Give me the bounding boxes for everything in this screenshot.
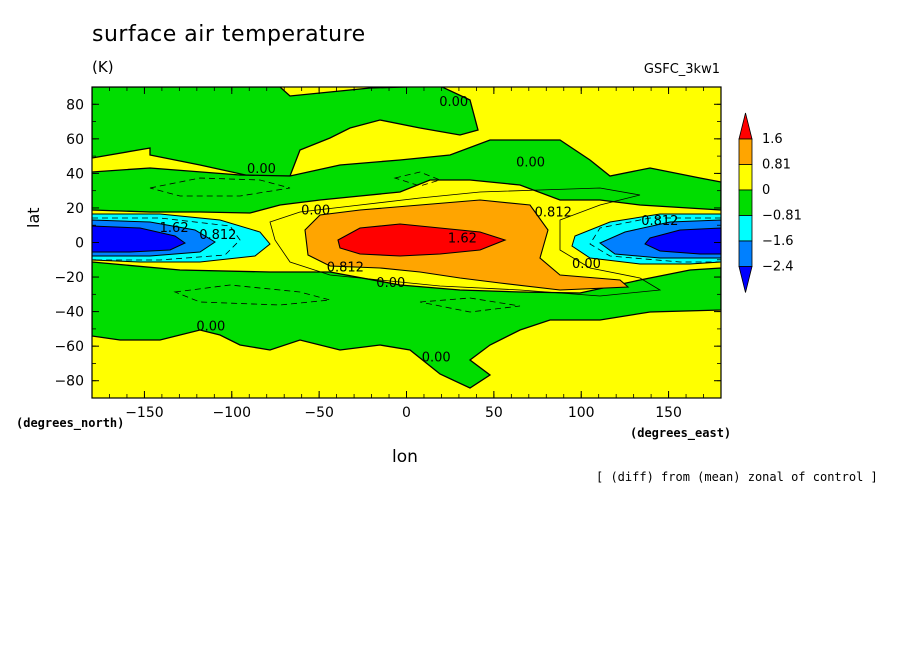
contour-label: 0.812: [199, 228, 236, 243]
x-tick-label: −150: [125, 405, 163, 421]
x-unit-label: (degrees_east): [630, 426, 732, 440]
chart-title: surface air temperature: [92, 22, 366, 47]
colorbar-segment: [738, 138, 753, 165]
x-axis: −150 −100 −50 0 50 100 150: [109, 87, 704, 421]
region-north-negative: [92, 87, 479, 177]
contour-line-dashed-south-2: [419, 297, 521, 313]
contour-line-dashed-west: [92, 217, 241, 261]
colorbar-label: 0.81: [762, 158, 791, 173]
colorbar-label: 1.6: [762, 132, 783, 147]
colorbar-segment: [738, 215, 753, 242]
contour-label: 0.00: [196, 319, 225, 334]
x-tick-label: 150: [655, 405, 682, 421]
contour-fields: [92, 87, 721, 398]
contour-labels: 0.00 0.00 0.00 0.00 0.812 1.62 0.812 0.00 0.00 0.…: [160, 95, 679, 366]
contour-label: 0.00: [247, 162, 276, 177]
footnote: [ (diff) from (mean) zonal of control ]: [596, 470, 878, 484]
region-west-blue: [92, 225, 186, 253]
x-tick-label: −100: [213, 405, 251, 421]
region-east-blue: [644, 227, 721, 255]
chart-units: (K): [92, 58, 114, 76]
y-tick-label: −60: [54, 339, 84, 355]
y-axis: 80 60 40 20 0 −20 −40 −60 −80: [54, 86, 721, 399]
colorbar-top-arrow: [738, 112, 753, 140]
region-max-core: [337, 223, 507, 257]
contour-label: 0.00: [376, 276, 405, 291]
colorbar-label: −0.81: [762, 209, 802, 224]
y-tick-label: −20: [54, 270, 84, 286]
x-tick-label: 100: [568, 405, 595, 421]
colorbar-segment: [738, 164, 753, 191]
x-tick-label: −50: [304, 405, 334, 421]
colorbar-label: −1.6: [762, 234, 794, 249]
y-tick-label: 0: [75, 236, 84, 252]
y-tick-label: 80: [66, 97, 84, 113]
contour-line-dashed-east: [589, 217, 721, 263]
x-tick-label: 0: [402, 405, 411, 421]
x-axis-label: lon: [392, 447, 418, 467]
contour-label: 0.00: [422, 351, 451, 366]
colorbar-label: −2.4: [762, 260, 794, 275]
contour-label: 1.62: [448, 231, 477, 246]
y-tick-label: −80: [54, 374, 84, 390]
colorbar: 1.6 0.81 0 −0.81 −1.6 −2.4: [738, 112, 802, 293]
colorbar-bottom-arrow: [738, 266, 753, 293]
y-tick-label: −40: [54, 305, 84, 321]
model-label: GSFC_3kw1: [643, 62, 720, 77]
contour-line-positive-upper: [269, 187, 662, 297]
contour-line-dashed-north: [149, 177, 291, 197]
colorbar-label: 0: [762, 183, 770, 198]
contour-label: 0.812: [641, 214, 678, 229]
colorbar-segment: [738, 189, 753, 216]
contour-label: 0.812: [535, 205, 572, 220]
y-tick-label: 20: [66, 201, 84, 217]
contour-line-dashed-south: [173, 284, 331, 306]
y-tick-label: 60: [66, 132, 84, 148]
colorbar-segment: [738, 240, 753, 267]
contour-label: 1.62: [160, 221, 189, 236]
x-tick-label: 50: [485, 405, 503, 421]
contour-label: 0.812: [327, 261, 364, 276]
contour-label: 0.00: [516, 155, 545, 170]
contour-label: 0.00: [301, 204, 330, 219]
y-tick-label: 40: [66, 166, 84, 182]
y-unit-label: (degrees_north): [16, 416, 125, 430]
contour-label: 0.00: [572, 257, 601, 272]
contour-label: 0.00: [439, 95, 468, 110]
